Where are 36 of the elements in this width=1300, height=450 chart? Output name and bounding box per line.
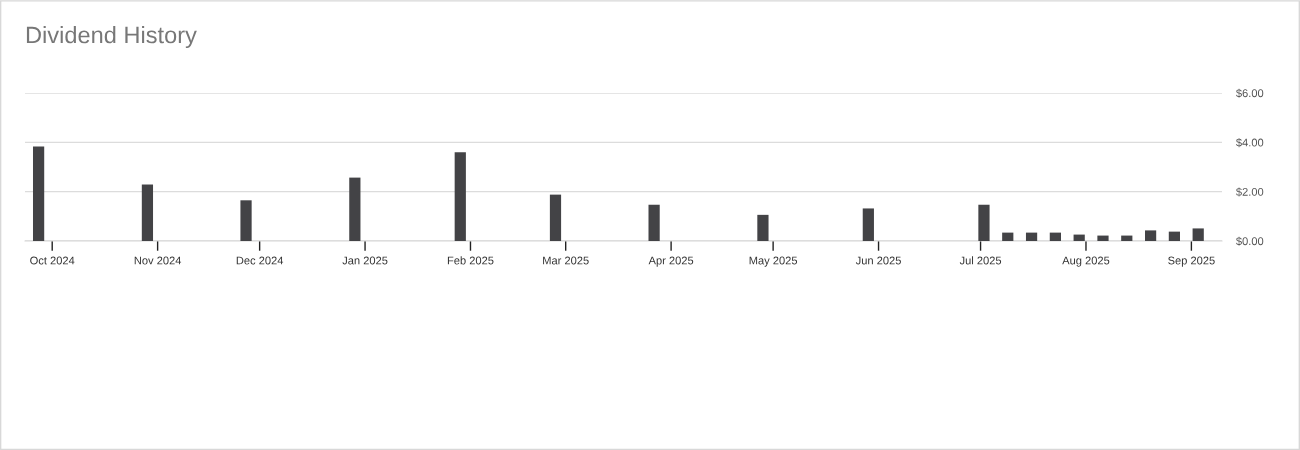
y-tick-label: $6.00 [1236, 88, 1264, 98]
x-tick-label: Jan 2025 [342, 256, 388, 265]
y-tick-label: $0.00 [1236, 236, 1264, 246]
bar [1168, 231, 1180, 241]
x-tick-label: Feb 2025 [447, 256, 494, 265]
bar [1097, 235, 1109, 241]
x-tick-label: Aug 2025 [1062, 256, 1110, 267]
bar [1121, 235, 1133, 241]
bar [1192, 228, 1204, 241]
x-tick-label: Jul 2025 [959, 256, 1002, 265]
bar [1025, 232, 1038, 241]
bar [757, 214, 769, 241]
bar [141, 184, 154, 241]
x-tick-label: Oct 2024 [30, 256, 75, 265]
bar [1002, 232, 1014, 241]
bar [862, 208, 874, 241]
bar [1049, 232, 1061, 241]
x-tick-label: Jun 2025 [855, 256, 901, 265]
x-tick-label: May 2025 [749, 256, 798, 267]
x-tick-label: Mar 2025 [543, 256, 589, 265]
bar [648, 204, 660, 241]
bar [549, 194, 562, 241]
bar [32, 146, 45, 241]
x-tick-label: Sep 2025 [1168, 256, 1215, 267]
bar [1073, 234, 1085, 241]
bar [978, 204, 990, 241]
x-tick-label: Apr 2025 [648, 256, 694, 267]
chart-title: Dividend History [26, 26, 197, 48]
y-tick-label: $2.00 [1236, 187, 1264, 197]
y-tick-label: $4.00 [1236, 138, 1264, 148]
bar [454, 152, 466, 241]
bar [349, 177, 361, 241]
bar [1144, 230, 1157, 241]
x-tick-label: Nov 2024 [134, 256, 182, 265]
bar [240, 200, 252, 241]
x-tick-label: Dec 2024 [236, 256, 284, 265]
